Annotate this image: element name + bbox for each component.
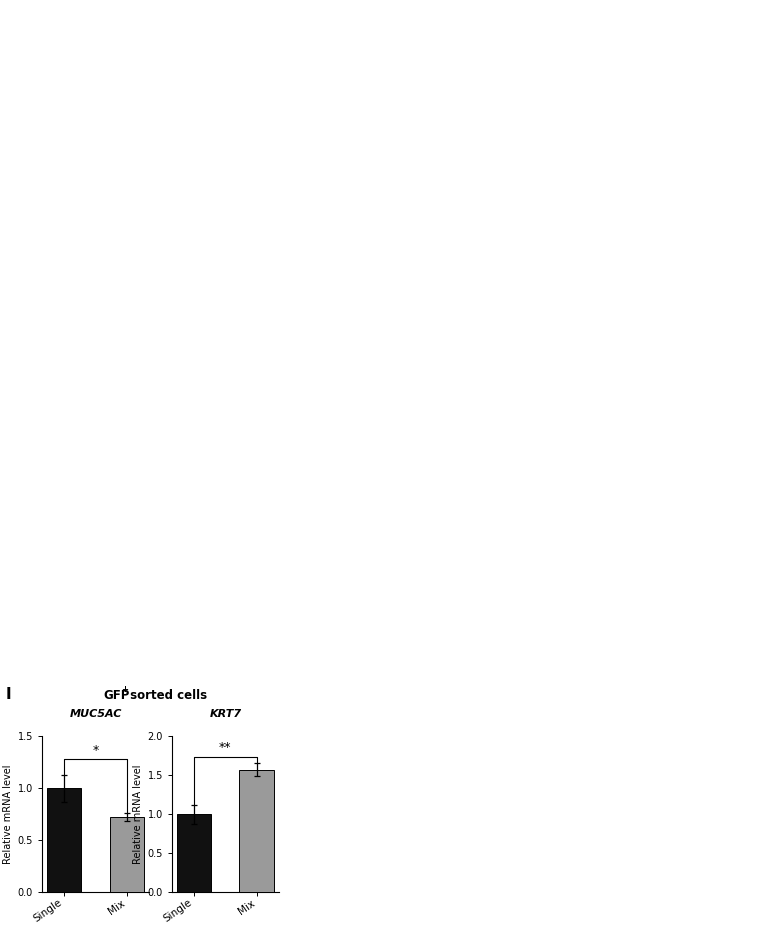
Text: *: *: [92, 744, 99, 757]
Title: MUC5AC: MUC5AC: [70, 709, 121, 719]
Bar: [109, 818, 144, 892]
Y-axis label: Relative mRNA level: Relative mRNA level: [4, 765, 14, 864]
Y-axis label: Relative mRNA level: Relative mRNA level: [134, 765, 144, 864]
Text: **: **: [219, 741, 231, 754]
Text: I: I: [5, 687, 11, 702]
Text: sorted cells: sorted cells: [126, 689, 207, 702]
Bar: [239, 769, 274, 892]
Text: GFP: GFP: [103, 689, 130, 702]
Bar: [47, 788, 82, 892]
Text: +: +: [121, 685, 128, 695]
Title: KRT7: KRT7: [209, 709, 241, 719]
Bar: [176, 814, 212, 892]
